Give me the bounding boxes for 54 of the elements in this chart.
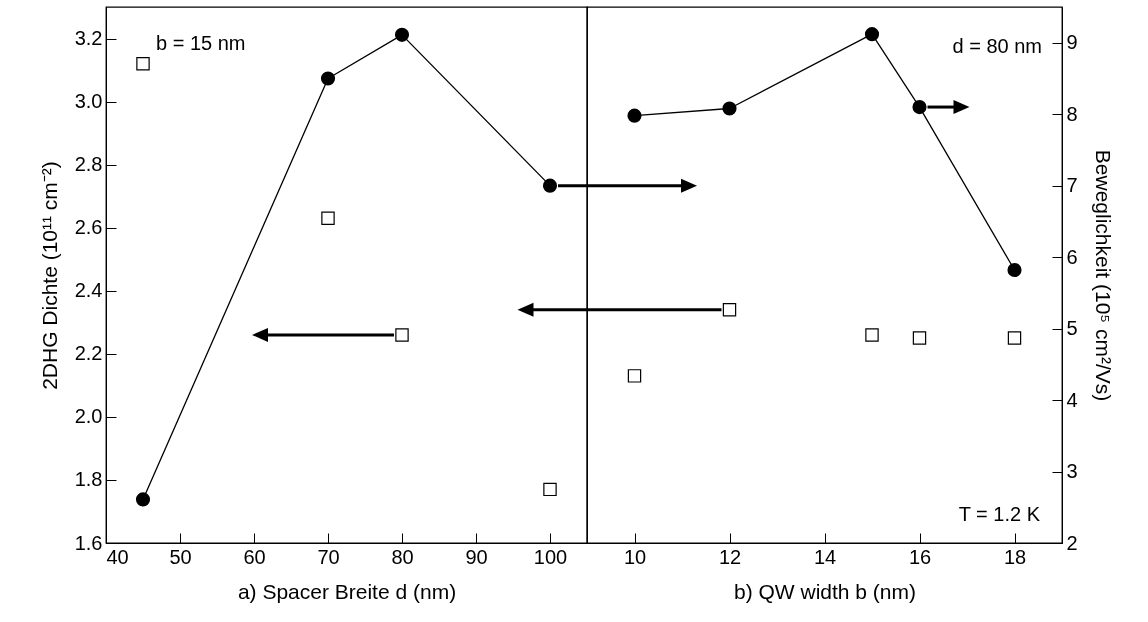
y-tick-label: 2.6 [74, 216, 103, 239]
point [864, 27, 880, 42]
x-tick-label: 18 [1003, 545, 1027, 568]
y-tick-label: 1.6 [74, 531, 103, 554]
point [321, 211, 335, 225]
x-tick-label: 80 [391, 545, 414, 568]
y2-axis-title: Beweglichkeit (10⁵ cm²/Vs) [1091, 149, 1115, 402]
x-tick-label: 60 [243, 545, 266, 568]
x-axis-title: b) QW width b (nm) [733, 579, 917, 603]
point [543, 482, 557, 497]
point [136, 57, 150, 71]
x-tick-label: 70 [317, 545, 340, 568]
x-tick-label: 16 [908, 545, 932, 568]
x-axis-title: a) Spacer Breite d (nm) [237, 579, 457, 603]
point [542, 178, 558, 193]
point [912, 100, 927, 115]
point [722, 101, 737, 116]
y2-tick-label: 7 [1066, 174, 1078, 197]
point [722, 302, 737, 317]
point [865, 328, 879, 342]
y-tick-label: 2.2 [74, 342, 103, 365]
y-tick-label: 3.0 [74, 90, 103, 113]
y2-tick-label: 3 [1066, 460, 1078, 483]
y2-tick-label: 8 [1066, 102, 1078, 125]
annotation: b = 15 nm [156, 32, 246, 54]
point [395, 328, 409, 342]
x-tick-label: 40 [106, 545, 129, 568]
y2-tick-label: 9 [1066, 31, 1078, 54]
y-tick-label: 2.4 [74, 279, 103, 302]
x-tick-label: 14 [813, 545, 837, 568]
x-tick-label: 50 [169, 545, 192, 568]
annotation: d = 80 nm [952, 35, 1042, 57]
y-tick-label: 3.2 [74, 27, 103, 50]
y-axis-title: 2DHG Dichte (10¹¹ cm⁻²) [37, 161, 61, 390]
y2-tick-label: 5 [1066, 317, 1078, 340]
x-tick-label: 12 [718, 545, 742, 568]
x-tick-label: 90 [465, 545, 488, 568]
y-tick-label: 2.0 [74, 405, 103, 428]
point [912, 331, 927, 345]
point [1007, 262, 1022, 278]
point [320, 71, 336, 86]
y-tick-label: 1.8 [74, 468, 103, 491]
point [627, 369, 642, 383]
y2-tick-label: 4 [1066, 388, 1078, 411]
y2-tick-label: 2 [1066, 531, 1078, 554]
x-tick-label: 10 [623, 545, 647, 568]
point [627, 108, 642, 123]
y2-tick-label: 6 [1066, 245, 1078, 268]
y-tick-label: 2.8 [74, 153, 103, 176]
point [135, 492, 151, 507]
x-tick-label: 100 [533, 545, 568, 568]
annotation: T = 1.2 K [958, 503, 1041, 525]
point [1007, 331, 1022, 345]
point [394, 27, 410, 42]
